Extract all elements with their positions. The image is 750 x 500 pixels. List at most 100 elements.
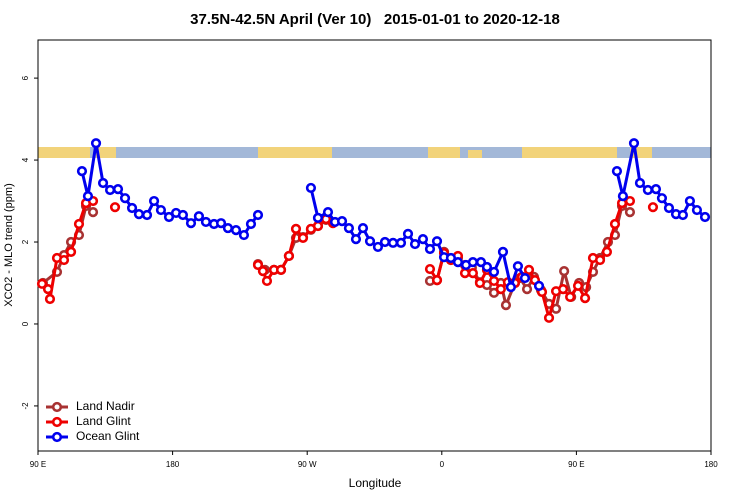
chart-title: 37.5N-42.5N April (Ver 10) 2015-01-01 to… xyxy=(190,11,560,28)
data-point xyxy=(467,256,479,268)
data-point xyxy=(257,266,269,277)
x-tick-label: 180 xyxy=(166,460,180,469)
data-point xyxy=(424,243,436,255)
legend-label: Land Nadir xyxy=(76,399,135,413)
data-point xyxy=(90,138,102,149)
y-tick-label: 2 xyxy=(21,239,30,244)
data-point xyxy=(109,202,121,213)
land-band xyxy=(96,147,116,158)
data-point xyxy=(624,195,636,207)
data-point xyxy=(297,232,309,244)
data-point xyxy=(119,193,131,204)
data-point xyxy=(44,293,56,305)
data-point xyxy=(222,222,234,234)
data-point xyxy=(350,234,362,245)
data-point xyxy=(42,284,54,295)
data-point xyxy=(505,281,516,293)
data-point xyxy=(305,182,317,194)
x-tick-label: 180 xyxy=(704,460,718,469)
data-point xyxy=(73,218,85,230)
data-point xyxy=(343,222,355,234)
data-point xyxy=(336,216,348,227)
data-point xyxy=(112,184,124,195)
data-point xyxy=(402,228,414,239)
data-point xyxy=(230,225,242,236)
data-point xyxy=(495,284,506,295)
data-point xyxy=(312,220,324,232)
data-point xyxy=(557,284,569,295)
data-point xyxy=(126,202,138,214)
data-point xyxy=(559,266,570,277)
data-point xyxy=(699,211,711,223)
land-band xyxy=(258,147,332,158)
data-point xyxy=(481,261,493,273)
data-point xyxy=(431,275,443,286)
data-point xyxy=(36,278,48,289)
legend-label: Land Glint xyxy=(76,414,131,428)
data-point xyxy=(141,209,153,221)
data-point xyxy=(459,268,471,279)
data-point xyxy=(65,246,77,257)
data-point xyxy=(609,218,621,230)
plot-frame xyxy=(37,39,712,452)
x-axis-label: Longitude xyxy=(349,476,402,490)
data-point xyxy=(521,284,533,295)
data-point xyxy=(357,222,369,234)
data-point xyxy=(193,211,205,222)
land-band xyxy=(428,147,460,158)
data-point xyxy=(283,250,295,262)
series-line xyxy=(42,201,653,318)
data-point xyxy=(650,184,662,195)
data-point xyxy=(445,252,457,264)
legend-marker xyxy=(51,416,63,428)
data-point xyxy=(519,272,531,284)
data-point xyxy=(677,209,688,221)
data-point xyxy=(275,264,287,275)
data-point xyxy=(379,236,391,248)
data-point xyxy=(372,241,384,253)
data-point xyxy=(148,195,160,207)
data-point xyxy=(550,303,562,314)
data-point xyxy=(601,246,613,257)
data-point xyxy=(364,236,376,247)
data-point xyxy=(104,184,116,196)
data-point xyxy=(87,207,99,218)
data-point xyxy=(512,261,524,272)
data-point xyxy=(497,246,509,257)
data-point xyxy=(452,256,464,268)
x-tick-label: 90 W xyxy=(298,460,317,469)
land-band xyxy=(38,147,90,158)
legend-marker xyxy=(51,401,63,413)
data-point xyxy=(58,254,70,266)
data-point xyxy=(215,218,227,229)
land-band xyxy=(468,150,482,158)
data-point xyxy=(82,191,94,202)
data-point xyxy=(252,209,264,221)
data-point xyxy=(252,259,264,271)
data-point xyxy=(245,218,257,230)
map-strip xyxy=(38,147,711,158)
data-point xyxy=(647,202,659,213)
data-point xyxy=(684,195,696,207)
data-point xyxy=(611,166,623,177)
data-point xyxy=(177,209,189,221)
y-tick-label: 4 xyxy=(21,157,30,162)
data-point xyxy=(133,209,145,220)
data-point xyxy=(431,236,443,247)
data-point xyxy=(322,207,334,218)
data-point xyxy=(185,218,197,229)
data-point xyxy=(424,263,436,275)
y-tick-label: -2 xyxy=(21,402,30,410)
y-tick-label: 0 xyxy=(21,321,30,326)
data-point xyxy=(663,202,675,214)
data-point xyxy=(572,280,584,291)
land-band xyxy=(522,147,617,158)
data-point xyxy=(594,254,606,266)
data-point xyxy=(409,238,421,250)
data-point xyxy=(312,212,324,223)
data-point xyxy=(290,223,302,235)
land-band xyxy=(630,147,652,158)
data-point xyxy=(617,191,629,202)
